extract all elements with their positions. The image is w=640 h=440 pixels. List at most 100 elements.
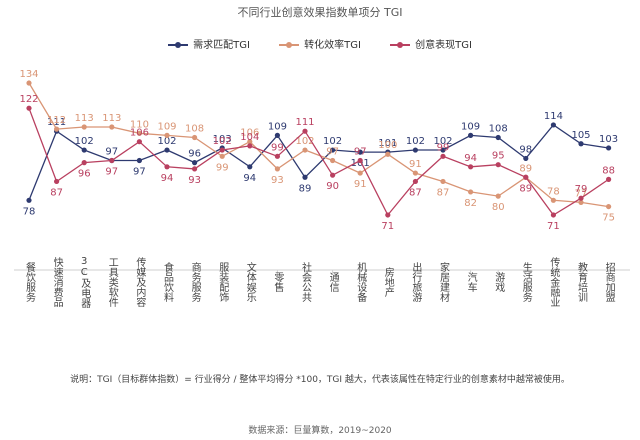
data-label: 91 (409, 159, 422, 170)
data-label: 96 (188, 149, 201, 160)
data-label: 79 (575, 184, 588, 195)
data-point (440, 153, 446, 159)
series-line (28, 82, 609, 208)
data-point (192, 166, 198, 172)
legend-item-conversion: 转化效率TGI (279, 36, 361, 51)
data-label: 101 (351, 158, 370, 169)
data-point (219, 153, 225, 159)
data-label: 95 (492, 151, 505, 162)
data-point (357, 170, 363, 176)
data-label: 89 (519, 183, 532, 194)
data-point (247, 139, 253, 145)
data-label: 122 (19, 94, 38, 105)
x-axis-tick-label: 社会公共 (300, 261, 312, 303)
data-label: 109 (268, 121, 287, 132)
data-label: 111 (295, 117, 314, 128)
data-point (578, 195, 584, 201)
data-point (330, 157, 336, 164)
data-point (357, 157, 363, 164)
data-point (606, 145, 612, 151)
data-label: 78 (23, 206, 36, 217)
x-axis-tick-label: 工具类软件 (106, 257, 118, 308)
data-point (192, 134, 198, 141)
data-label: 90 (326, 181, 339, 192)
data-point (164, 132, 170, 138)
data-point (495, 162, 501, 168)
data-label: 112 (47, 115, 66, 126)
data-point (550, 197, 557, 203)
x-axis-tick-label: 食品饮料 (162, 261, 174, 303)
data-point (412, 170, 418, 176)
data-label: 113 (75, 113, 94, 124)
data-label: 109 (461, 121, 480, 132)
data-point (468, 164, 474, 170)
data-point (54, 126, 60, 132)
data-point (247, 164, 253, 170)
x-axis-tick-label: 生活服务 (520, 261, 532, 303)
x-axis-tick-label: 文体娱乐 (244, 261, 256, 302)
data-point (440, 147, 446, 153)
data-label: 102 (75, 136, 94, 147)
data-label: 104 (240, 132, 259, 143)
data-label: 75 (602, 213, 615, 224)
x-axis-tick-label: 商务服务 (189, 261, 201, 303)
legend-label-demand: 需求匹配TGI (193, 40, 250, 51)
data-label: 87 (409, 187, 422, 198)
data-label: 94 (243, 173, 256, 184)
x-axis-tick-label: 餐饮服务 (24, 261, 36, 303)
chart-legend: 需求匹配TGI 转化效率TGI 创意表现TGI (0, 36, 640, 51)
data-point (81, 147, 87, 153)
data-label: 102 (157, 136, 176, 147)
data-label: 89 (519, 163, 532, 174)
data-point (274, 166, 280, 172)
x-axis-tick-label: 出行旅游 (410, 261, 422, 303)
data-label: 105 (571, 130, 590, 141)
data-label: 102 (323, 136, 342, 147)
data-point (495, 193, 501, 199)
data-label: 96 (78, 169, 91, 180)
data-point (330, 172, 336, 178)
legend-label-conversion: 转化效率TGI (304, 40, 361, 51)
data-label: 103 (213, 134, 232, 145)
x-axis-tick-label: 传媒及内容 (134, 257, 146, 308)
data-point (523, 155, 529, 162)
data-label: 71 (547, 221, 560, 232)
data-label: 108 (489, 123, 508, 134)
data-label: 93 (271, 175, 284, 186)
data-point (274, 153, 280, 159)
data-point (523, 174, 529, 180)
data-point (302, 147, 308, 153)
data-label: 87 (437, 187, 450, 198)
data-label: 88 (602, 165, 615, 176)
data-label: 97 (354, 147, 367, 158)
x-axis-tick-label: 3C及电器 (79, 256, 91, 309)
data-point (606, 203, 612, 210)
legend-label-creative: 创意表现TGI (415, 40, 472, 51)
data-point (54, 178, 60, 185)
data-label: 93 (188, 175, 201, 186)
data-label: 89 (299, 183, 312, 194)
data-point (468, 189, 474, 195)
data-source: 数据来源：巨量算数，2019~2020 (248, 426, 392, 436)
data-point (136, 130, 142, 136)
x-axis-tick-label: 通信 (327, 272, 339, 293)
data-point (495, 134, 501, 141)
data-label: 94 (161, 173, 174, 184)
series-line (28, 124, 609, 201)
data-label: 94 (464, 153, 477, 164)
x-axis-tick-label: 招商加盟 (603, 261, 615, 302)
data-point (606, 176, 612, 182)
data-label: 78 (547, 186, 560, 197)
data-label: 102 (213, 136, 232, 147)
data-label: 80 (492, 202, 505, 213)
data-label: 102 (433, 136, 452, 147)
legend-item-demand: 需求匹配TGI (168, 36, 250, 51)
data-label: 99 (216, 162, 229, 173)
legend-swatch-demand (168, 41, 189, 49)
data-label: 134 (19, 69, 38, 80)
data-point (109, 124, 115, 130)
data-point (164, 147, 170, 153)
data-point (109, 157, 115, 164)
data-point (357, 149, 363, 155)
